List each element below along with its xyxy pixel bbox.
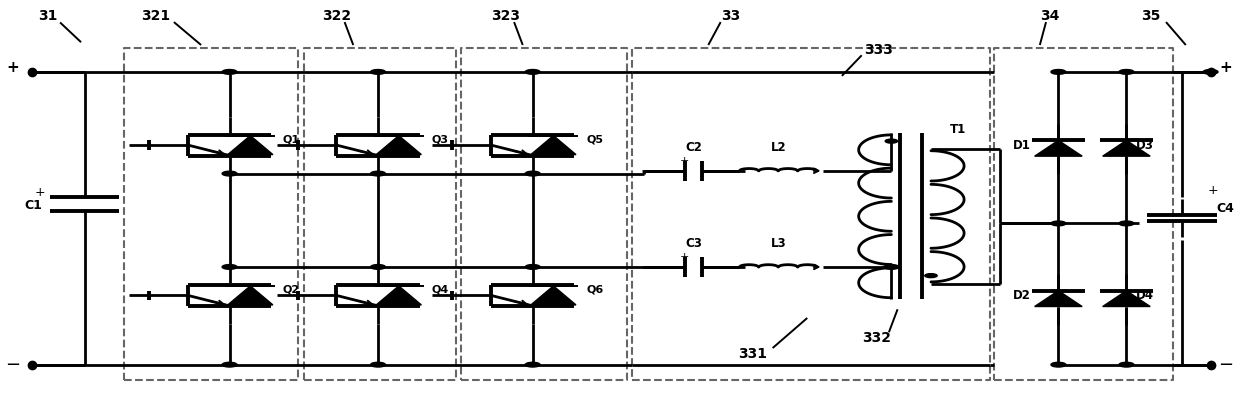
Circle shape — [526, 171, 541, 176]
Text: 331: 331 — [738, 347, 768, 360]
Text: +: + — [680, 252, 688, 262]
Circle shape — [371, 69, 386, 74]
Text: L2: L2 — [770, 141, 786, 154]
Circle shape — [371, 362, 386, 367]
Circle shape — [1118, 69, 1133, 74]
Text: Q5: Q5 — [587, 134, 603, 144]
Text: D1: D1 — [1013, 139, 1032, 152]
Text: 322: 322 — [322, 9, 352, 23]
Text: C4: C4 — [1216, 202, 1235, 215]
Text: Q3: Q3 — [432, 134, 449, 144]
Text: D2: D2 — [1013, 289, 1032, 302]
Text: Q1: Q1 — [283, 134, 300, 144]
Text: +: + — [1219, 60, 1231, 75]
Text: D4: D4 — [1136, 289, 1154, 302]
Text: +: + — [680, 156, 688, 166]
Polygon shape — [228, 136, 273, 154]
Circle shape — [222, 362, 237, 367]
Circle shape — [222, 264, 237, 269]
Text: T1: T1 — [950, 123, 966, 136]
Circle shape — [526, 69, 541, 74]
Circle shape — [1203, 69, 1218, 74]
Circle shape — [371, 171, 386, 176]
Polygon shape — [1102, 141, 1151, 156]
Polygon shape — [376, 136, 422, 154]
Text: +: + — [35, 186, 46, 199]
Text: 333: 333 — [864, 43, 894, 57]
Text: −: − — [1218, 356, 1233, 374]
Text: 31: 31 — [38, 9, 57, 23]
Text: +: + — [6, 60, 20, 75]
Circle shape — [371, 264, 386, 269]
Text: D3: D3 — [1136, 139, 1154, 152]
Polygon shape — [376, 286, 422, 305]
Text: L3: L3 — [770, 237, 786, 250]
Text: Q6: Q6 — [587, 285, 604, 295]
Polygon shape — [1034, 291, 1083, 306]
Circle shape — [526, 362, 541, 367]
Text: C3: C3 — [684, 237, 702, 250]
Text: +: + — [1208, 184, 1219, 197]
Circle shape — [1118, 362, 1133, 367]
Circle shape — [1052, 362, 1066, 367]
Text: Q4: Q4 — [432, 285, 449, 295]
Circle shape — [1052, 69, 1066, 74]
Circle shape — [222, 69, 237, 74]
Text: 321: 321 — [141, 9, 170, 23]
Polygon shape — [531, 136, 577, 154]
Polygon shape — [228, 286, 273, 305]
Circle shape — [1052, 221, 1066, 226]
Text: −: − — [5, 356, 21, 374]
Circle shape — [885, 139, 898, 143]
Text: 34: 34 — [1040, 9, 1059, 23]
Text: Q2: Q2 — [283, 285, 300, 295]
Text: C1: C1 — [24, 199, 42, 212]
Text: C2: C2 — [684, 141, 702, 154]
Text: 33: 33 — [720, 9, 740, 23]
Polygon shape — [1034, 141, 1083, 156]
Text: 323: 323 — [491, 9, 520, 23]
Polygon shape — [531, 286, 577, 305]
Circle shape — [1118, 221, 1133, 226]
Polygon shape — [1102, 291, 1151, 306]
Circle shape — [526, 264, 541, 269]
Circle shape — [884, 264, 899, 269]
Text: 332: 332 — [862, 331, 892, 345]
Circle shape — [925, 274, 937, 278]
Circle shape — [222, 171, 237, 176]
Text: 35: 35 — [1142, 9, 1161, 23]
